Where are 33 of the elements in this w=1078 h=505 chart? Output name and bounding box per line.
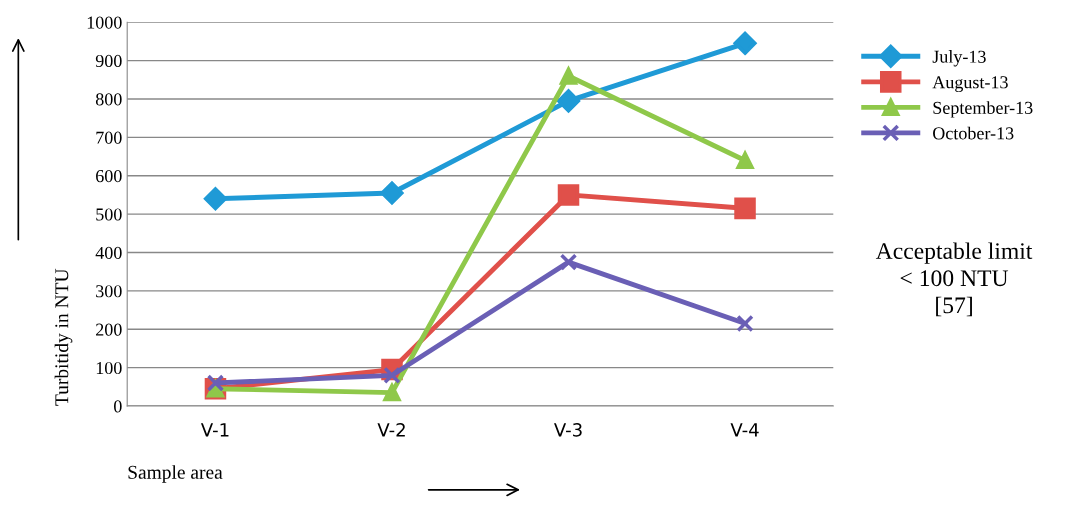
y-tick-label: 700 [96,131,122,144]
point [736,314,754,333]
x-tick-label: V-4 [730,423,759,437]
y-tick-label: 600 [96,170,122,183]
x-tick-label: V-1 [200,423,229,437]
text: Acceptable limit < 100 NTU [57] [875,242,1033,317]
point [557,184,580,206]
point [735,149,755,170]
point [733,31,757,55]
y-tick-label: 400 [95,246,122,259]
x-axis-title: Sample area [128,465,223,483]
y-tick-label: 300 [96,285,122,298]
y-tick-label: 0 [114,400,122,413]
x-tick-label: V-3 [554,423,582,437]
legend-label: August-13 [932,76,1008,93]
point [203,187,228,211]
point [734,197,756,220]
y-tick-label: 200 [96,323,122,336]
legend-label: July-13 [932,50,986,67]
y-tick-label: 500 [96,208,122,221]
point [559,253,578,271]
legend-label: September-13 [933,101,1033,118]
y-tick-label: 800 [95,93,122,106]
y-tick-label: 900 [95,54,122,68]
y-tick-label: 100 [96,361,122,375]
point [559,67,578,85]
y-axis-title: Turbitidy in NTU [54,268,73,406]
y-tick-label: 1000 [87,16,122,29]
legend-label: October-13 [933,126,1014,140]
x-tick-label: V-2 [377,423,405,437]
point [383,383,401,402]
point [556,89,581,113]
point [380,181,404,205]
